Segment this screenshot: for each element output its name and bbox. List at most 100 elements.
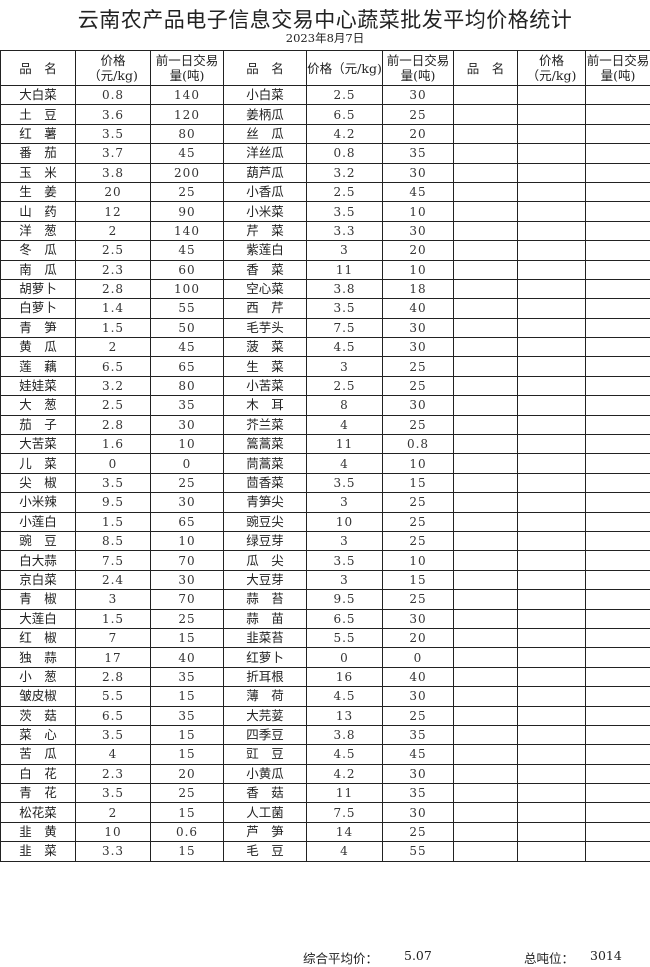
middle-volume-cell: 55: [382, 841, 454, 862]
left-price-cell: 2.3: [75, 763, 151, 785]
left-name-cell: 胡萝卜: [0, 278, 76, 300]
middle-volume-cell: 25: [382, 104, 454, 125]
middle-volume-cell: 10: [382, 550, 454, 571]
empty-cell: [585, 627, 650, 649]
middle-price-cell: 3.5: [306, 298, 383, 319]
left-price-cell: 3.8: [75, 162, 151, 183]
table-row: 土 豆 3.6 120 姜柄瓜 6.5 25: [0, 104, 650, 125]
left-price-cell: 3.5: [75, 783, 151, 804]
left-price-cell: 3.7: [75, 143, 151, 164]
left-name-cell: 小米辣: [0, 492, 76, 513]
left-name-cell: 南 瓜: [0, 259, 76, 280]
middle-volume-cell: 30: [382, 162, 454, 183]
middle-name-cell: 毛 豆: [223, 841, 307, 862]
empty-cell: [517, 686, 586, 707]
middle-name-cell: 芹 菜: [223, 220, 307, 242]
table-row: 儿 菜 0 0 茼蒿菜 4 10: [0, 453, 650, 474]
table-row: 白 花 2.3 20 小黄瓜 4.2 30: [0, 763, 650, 785]
table-row: 洋 葱 2 140 芹 菜 3.3 30: [0, 220, 650, 242]
left-name-cell: 大白菜: [0, 84, 76, 106]
average-price-value: 5.07: [404, 948, 432, 963]
empty-cell: [453, 414, 518, 436]
header-price: 价格（元/kg): [75, 50, 151, 86]
header-row: 品 名 价格（元/kg) 前一日交易量(吨) 品 名 价格（元/kg) 前一日交…: [0, 50, 650, 86]
middle-price-cell: 3: [306, 492, 383, 513]
middle-price-cell: 8: [306, 395, 383, 416]
middle-price-cell: 3: [306, 356, 383, 377]
left-name-cell: 番 茄: [0, 143, 76, 164]
middle-volume-cell: 10: [382, 259, 454, 280]
empty-cell: [453, 783, 518, 804]
table-row: 南 瓜 2.3 60 香 菜 11 10: [0, 259, 650, 280]
empty-cell: [585, 472, 650, 494]
empty-cell: [585, 220, 650, 242]
table-row: 胡萝卜 2.8 100 空心菜 3.8 18: [0, 278, 650, 300]
middle-volume-cell: 10: [382, 453, 454, 474]
middle-price-cell: 4.2: [306, 763, 383, 785]
left-price-cell: 17: [75, 647, 151, 668]
left-price-cell: 4: [75, 744, 151, 765]
middle-name-cell: 绿豆芽: [223, 530, 307, 552]
empty-cell: [585, 240, 650, 261]
table-row: 松花菜 2 15 人工菌 7.5 30: [0, 802, 650, 823]
middle-volume-cell: 25: [382, 511, 454, 532]
empty-cell: [517, 414, 586, 436]
left-price-cell: 0: [75, 453, 151, 474]
middle-price-cell: 16: [306, 666, 383, 688]
empty-cell: [453, 724, 518, 746]
empty-cell: [517, 453, 586, 474]
middle-name-cell: 毛芋头: [223, 317, 307, 339]
empty-cell: [585, 569, 650, 591]
middle-volume-cell: 0.8: [382, 434, 454, 455]
middle-price-cell: 4.5: [306, 337, 383, 358]
middle-name-cell: 薄 荷: [223, 686, 307, 707]
left-name-cell: 豌 豆: [0, 530, 76, 552]
empty-cell: [453, 550, 518, 571]
middle-volume-cell: 25: [382, 375, 454, 397]
middle-volume-cell: 25: [382, 492, 454, 513]
middle-price-cell: 3: [306, 240, 383, 261]
empty-cell: [585, 453, 650, 474]
middle-price-cell: 3.3: [306, 220, 383, 242]
empty-cell: [585, 356, 650, 377]
empty-cell: [517, 511, 586, 532]
middle-name-cell: 木 耳: [223, 395, 307, 416]
left-price-cell: 3.5: [75, 472, 151, 494]
empty-cell: [517, 317, 586, 339]
left-name-cell: 松花菜: [0, 802, 76, 823]
left-price-cell: 1.6: [75, 434, 151, 455]
table-row: 青 笋 1.5 50 毛芋头 7.5 30: [0, 317, 650, 339]
table-row: 娃娃菜 3.2 80 小苦菜 2.5 25: [0, 375, 650, 397]
left-name-cell: 白大蒜: [0, 550, 76, 571]
empty-cell: [517, 608, 586, 629]
left-price-cell: 1.4: [75, 298, 151, 319]
header-volume: 前一日交易量(吨): [150, 50, 224, 86]
table-row: 生 姜 20 25 小香瓜 2.5 45: [0, 181, 650, 203]
middle-name-cell: 大豆芽: [223, 569, 307, 591]
empty-cell: [585, 395, 650, 416]
left-volume-cell: 65: [150, 356, 224, 377]
table-row: 大苦菜 1.6 10 篙蒿菜 11 0.8: [0, 434, 650, 455]
middle-name-cell: 香 菜: [223, 259, 307, 280]
empty-cell: [585, 375, 650, 397]
left-price-cell: 2.8: [75, 666, 151, 688]
left-price-cell: 7.5: [75, 550, 151, 571]
left-price-cell: 1.5: [75, 511, 151, 532]
left-price-cell: 2.8: [75, 414, 151, 436]
empty-cell: [517, 705, 586, 726]
empty-cell: [453, 511, 518, 532]
left-volume-cell: 15: [150, 744, 224, 765]
empty-cell: [585, 705, 650, 726]
empty-cell: [517, 763, 586, 785]
table-row: 白萝卜 1.4 55 西 芹 3.5 40: [0, 298, 650, 319]
middle-name-cell: 四季豆: [223, 724, 307, 746]
empty-cell: [585, 511, 650, 532]
middle-name-cell: 红萝卜: [223, 647, 307, 668]
left-price-cell: 2: [75, 802, 151, 823]
header-name: 品 名: [223, 50, 307, 86]
left-price-cell: 8.5: [75, 530, 151, 552]
empty-cell: [585, 589, 650, 610]
empty-cell: [585, 492, 650, 513]
empty-cell: [517, 259, 586, 280]
left-name-cell: 生 姜: [0, 181, 76, 203]
